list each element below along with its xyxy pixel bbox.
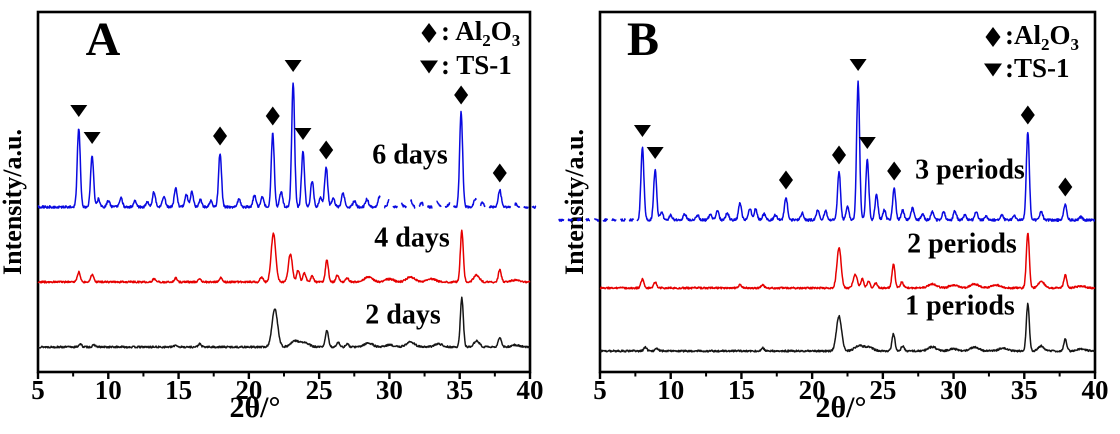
peak-marker-diamond-icon (1020, 105, 1035, 125)
peak-marker-triangle-down-icon (83, 132, 101, 144)
x-tick-label: 40 (517, 375, 544, 405)
x-tick-label: 40 (1082, 375, 1109, 405)
peak-marker-diamond-icon (265, 106, 280, 126)
trace-2-periods (599, 232, 1096, 290)
panel-b: 5 10 15 20 25 30 35 40 2θ/° Intensity/a.u. B :Al2O3… (558, 10, 1109, 424)
trace-2-days (37, 296, 531, 349)
y-axis-title: Intensity/a.u. (560, 129, 589, 275)
legend-triangle-down-icon (420, 60, 438, 74)
x-tick-label: 35 (1011, 375, 1038, 405)
x-tick-label: 15 (165, 375, 192, 405)
x-tick-label: 35 (446, 375, 473, 405)
legend-label-ts-1: :TS-1 (1005, 53, 1070, 83)
trace-label-2-days: 2 days (365, 299, 441, 330)
x-tick-label: 5 (31, 375, 45, 405)
x-tick-label: 30 (376, 375, 403, 405)
peak-marker-diamond-icon (832, 145, 847, 165)
legend-label-al2o3: : Al2O3 (441, 16, 520, 50)
trace-6-days (37, 82, 537, 209)
x-tick-label: 25 (306, 375, 333, 405)
peak-marker-triangle-down-icon (858, 137, 876, 149)
trace-label-3-periods: 3 periods (915, 154, 1025, 185)
x-tick-label: 25 (869, 375, 896, 405)
peak-marker-diamond-icon (492, 163, 507, 183)
peak-marker-triangle-down-icon (633, 125, 651, 137)
peak-marker-triangle-down-icon (284, 60, 302, 72)
peak-marker-diamond-icon (319, 140, 334, 160)
trace-label-2-periods: 2 periods (907, 228, 1017, 259)
x-tick-label: 15 (728, 375, 755, 405)
trace-label-4-days: 4 days (374, 222, 450, 253)
legend-label-ts-1: : TS-1 (441, 50, 512, 80)
x-tick-label: 10 (95, 375, 122, 405)
x-tick-label: 20 (799, 375, 826, 405)
peak-marker-triangle-down-icon (70, 105, 88, 117)
peak-marker-diamond-icon (778, 170, 793, 190)
trace-1-periods (599, 302, 1096, 353)
peak-marker-diamond-icon (454, 85, 469, 105)
legend-label-al2o3: :Al2O3 (1005, 20, 1079, 54)
peak-marker-diamond-icon (887, 161, 902, 181)
trace-4-days (37, 229, 531, 284)
x-tick-label: 5 (593, 375, 607, 405)
panel-letter: B (627, 13, 659, 66)
legend-diamond-icon (421, 23, 437, 43)
trace-label-1-periods: 1 periods (905, 290, 1015, 321)
peak-marker-triangle-down-icon (646, 147, 664, 159)
legend-triangle-down-icon (984, 63, 1002, 77)
trace-3-periods (558, 80, 1096, 222)
trace-label-6-days: 6 days (372, 139, 448, 170)
panel-letter: A (86, 13, 121, 66)
x-tick-label: 20 (235, 375, 262, 405)
peak-marker-triangle-down-icon (849, 59, 867, 71)
panel-a: 5 10 15 20 25 30 35 40 2θ/° Intensity/a.u. A : Al2O… (0, 10, 544, 424)
peak-marker-triangle-down-icon (294, 128, 312, 140)
legend-diamond-icon (985, 27, 1001, 47)
x-tick-label: 30 (940, 375, 967, 405)
y-axis-title: Intensity/a.u. (0, 129, 27, 275)
x-tick-label: 10 (657, 375, 684, 405)
peak-marker-diamond-icon (1058, 177, 1073, 197)
x-axis-title: 2θ/° (816, 391, 867, 424)
x-axis-title: 2θ/° (230, 391, 281, 424)
peak-marker-diamond-icon (213, 126, 228, 146)
